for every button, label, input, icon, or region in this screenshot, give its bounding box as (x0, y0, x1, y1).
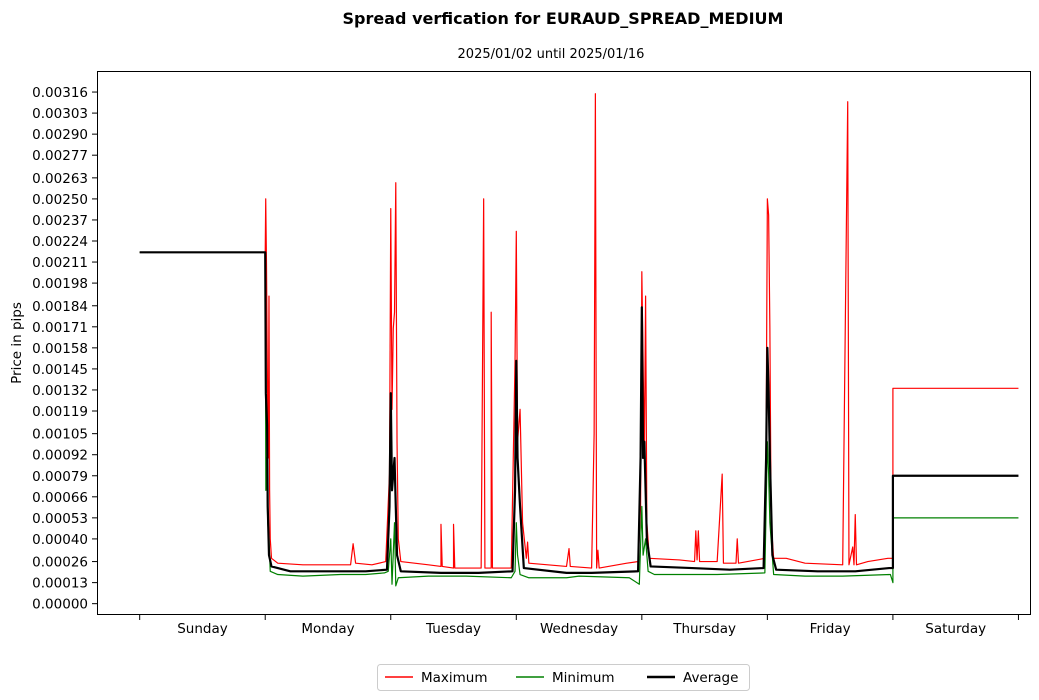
y-tick-label: 0.00263 (32, 171, 88, 187)
y-tick-label: 0.00092 (32, 448, 88, 464)
legend: Maximum Minimum Average (377, 664, 750, 691)
y-tick-label: 0.00132 (32, 383, 88, 399)
y-tick-label: 0.00303 (32, 106, 88, 122)
x-tick-label: Friday (810, 621, 851, 637)
y-tick-label: 0.00079 (32, 469, 88, 485)
y-tick-label: 0.00145 (32, 362, 88, 378)
plot-frame (97, 71, 1031, 615)
chart-subtitle: 2025/01/02 until 2025/01/16 (458, 47, 645, 62)
legend-label-average: Average (683, 670, 738, 686)
y-tick-label: 0.00171 (32, 320, 88, 336)
y-tick-label: 0.00026 (32, 555, 88, 571)
y-axis-label: Price in pips (9, 302, 25, 384)
y-axis: 0.00000 0.00013 0.00026 0.00040 0.00053 0.000… (32, 85, 97, 613)
y-tick-label: 0.00000 (32, 597, 88, 613)
y-tick-label: 0.00224 (32, 234, 88, 250)
y-tick-label: 0.00198 (32, 276, 88, 292)
y-tick-label: 0.00105 (32, 427, 88, 443)
x-tick-label: Sunday (177, 621, 228, 637)
x-axis: Sunday Monday Tuesday Wednesday Thursday Frid… (139, 615, 1019, 637)
y-tick-label: 0.00211 (32, 255, 88, 271)
chart-title: Spread verfication for EURAUD_SPREAD_MED… (343, 9, 784, 28)
x-tick-label: Monday (301, 621, 354, 637)
y-tick-label: 0.00250 (32, 192, 88, 208)
plot-lines (139, 93, 1019, 587)
y-tick-label: 0.00066 (32, 490, 88, 506)
x-tick-label: Tuesday (425, 621, 481, 637)
legend-box (377, 664, 750, 691)
x-tick-label: Saturday (925, 621, 986, 637)
x-tick-label: Thursday (672, 621, 736, 637)
y-tick-label: 0.00184 (32, 299, 88, 315)
y-tick-label: 0.00290 (32, 127, 88, 143)
series-line-maximum (139, 93, 1019, 569)
y-tick-label: 0.00013 (32, 576, 88, 592)
series-line-average (139, 251, 1019, 574)
legend-label-minimum: Minimum (552, 670, 615, 686)
y-tick-label: 0.00316 (32, 85, 88, 101)
x-tick-label: Wednesday (540, 621, 618, 637)
legend-label-maximum: Maximum (421, 670, 488, 686)
y-tick-label: 0.00119 (32, 404, 88, 420)
series-line-minimum (139, 251, 1019, 587)
y-tick-label: 0.00277 (32, 148, 88, 164)
y-tick-label: 0.00237 (32, 213, 88, 229)
y-tick-label: 0.00158 (32, 341, 88, 357)
y-tick-label: 0.00053 (32, 511, 88, 527)
y-tick-label: 0.00040 (32, 532, 88, 548)
